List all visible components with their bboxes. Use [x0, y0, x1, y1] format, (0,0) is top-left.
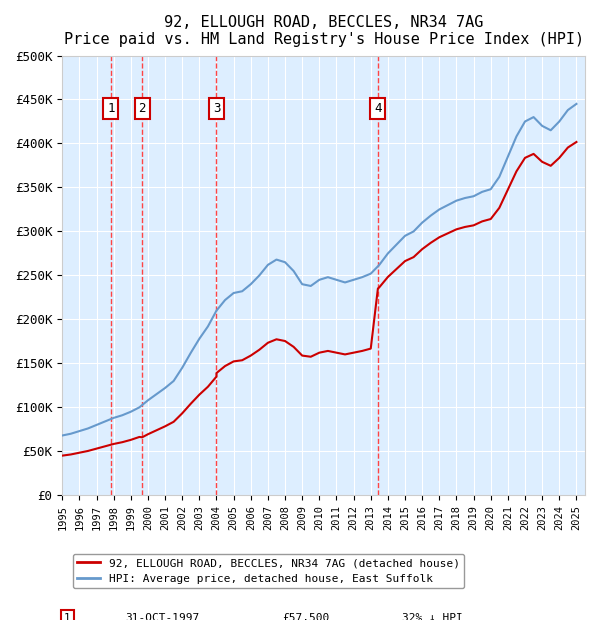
Legend: 92, ELLOUGH ROAD, BECCLES, NR34 7AG (detached house), HPI: Average price, detach: 92, ELLOUGH ROAD, BECCLES, NR34 7AG (det… [73, 554, 464, 588]
Text: 1: 1 [107, 102, 115, 115]
Text: 2: 2 [139, 102, 146, 115]
Text: £57,500: £57,500 [282, 613, 329, 620]
Text: 32% ↓ HPI: 32% ↓ HPI [402, 613, 463, 620]
Text: 4: 4 [374, 102, 382, 115]
Text: 31-OCT-1997: 31-OCT-1997 [125, 613, 199, 620]
Text: 1: 1 [64, 613, 71, 620]
Title: 92, ELLOUGH ROAD, BECCLES, NR34 7AG
Price paid vs. HM Land Registry's House Pric: 92, ELLOUGH ROAD, BECCLES, NR34 7AG Pric… [64, 15, 584, 47]
Text: 3: 3 [213, 102, 220, 115]
